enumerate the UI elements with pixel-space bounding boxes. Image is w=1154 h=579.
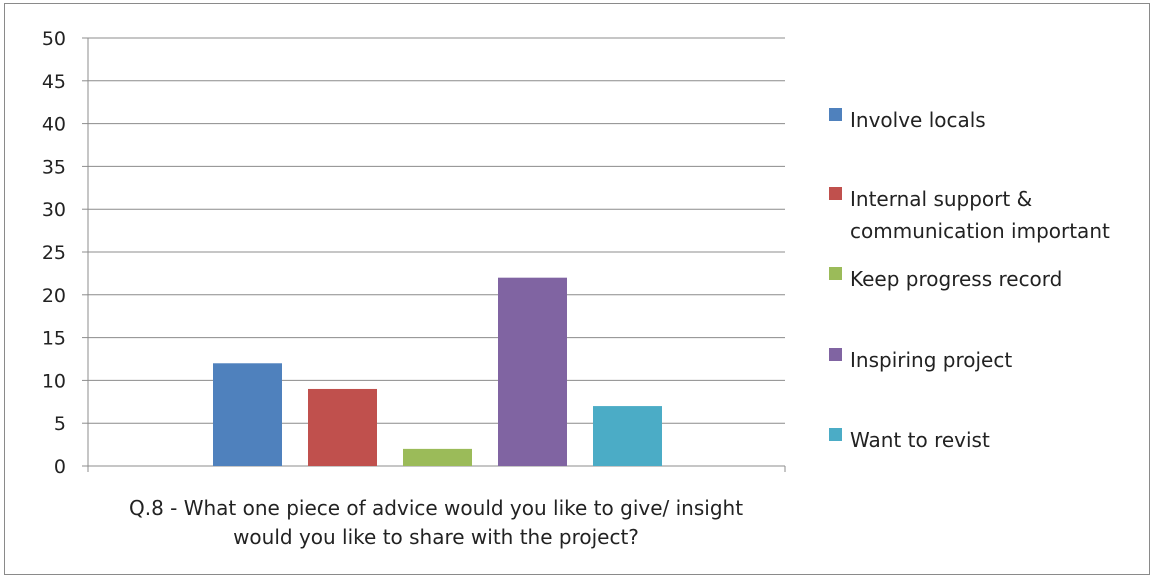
y-tick-label: 45 — [42, 71, 66, 93]
legend-swatch — [829, 187, 842, 200]
legend-swatch — [829, 267, 842, 280]
x-axis-title: Q.8 - What one piece of advice would you… — [129, 496, 743, 549]
bar-4 — [498, 277, 567, 466]
bar-1 — [213, 363, 282, 466]
y-tick-label: 5 — [54, 413, 66, 435]
legend-label: Inspiring project — [850, 348, 1012, 372]
legend-swatch — [829, 108, 842, 121]
y-tick-label: 15 — [42, 328, 66, 350]
y-tick-labels: 0 5 10 15 20 25 30 35 40 45 50 — [42, 28, 66, 478]
legend-label: Involve locals — [850, 108, 986, 132]
y-tick-label: 30 — [42, 199, 66, 221]
y-tick-label: 25 — [42, 242, 66, 264]
y-tick-label: 0 — [54, 456, 66, 478]
y-tick-label: 20 — [42, 285, 66, 307]
legend-label: Internal support & — [850, 187, 1032, 211]
y-tick-label: 50 — [42, 28, 66, 50]
y-tick-label: 40 — [42, 114, 66, 136]
legend-swatch — [829, 348, 842, 361]
legend: Involve locals Internal support & communic… — [829, 108, 1110, 452]
legend-swatch — [829, 428, 842, 441]
legend-label: Want to revist — [850, 428, 990, 452]
y-tick-label: 35 — [42, 156, 66, 178]
legend-label: communication important — [850, 219, 1110, 243]
bar-2 — [308, 388, 377, 466]
gridlines — [88, 37, 785, 424]
bar-3 — [403, 448, 472, 466]
y-tick-label: 10 — [42, 370, 66, 392]
x-axis-title-line: Q.8 - What one piece of advice would you… — [129, 496, 743, 520]
bars — [213, 277, 662, 466]
x-axis-title-line: would you like to share with the project… — [233, 525, 639, 549]
axes — [82, 37, 786, 472]
chart-frame — [4, 3, 1150, 575]
legend-label: Keep progress record — [850, 267, 1062, 291]
bar-5 — [593, 406, 662, 466]
